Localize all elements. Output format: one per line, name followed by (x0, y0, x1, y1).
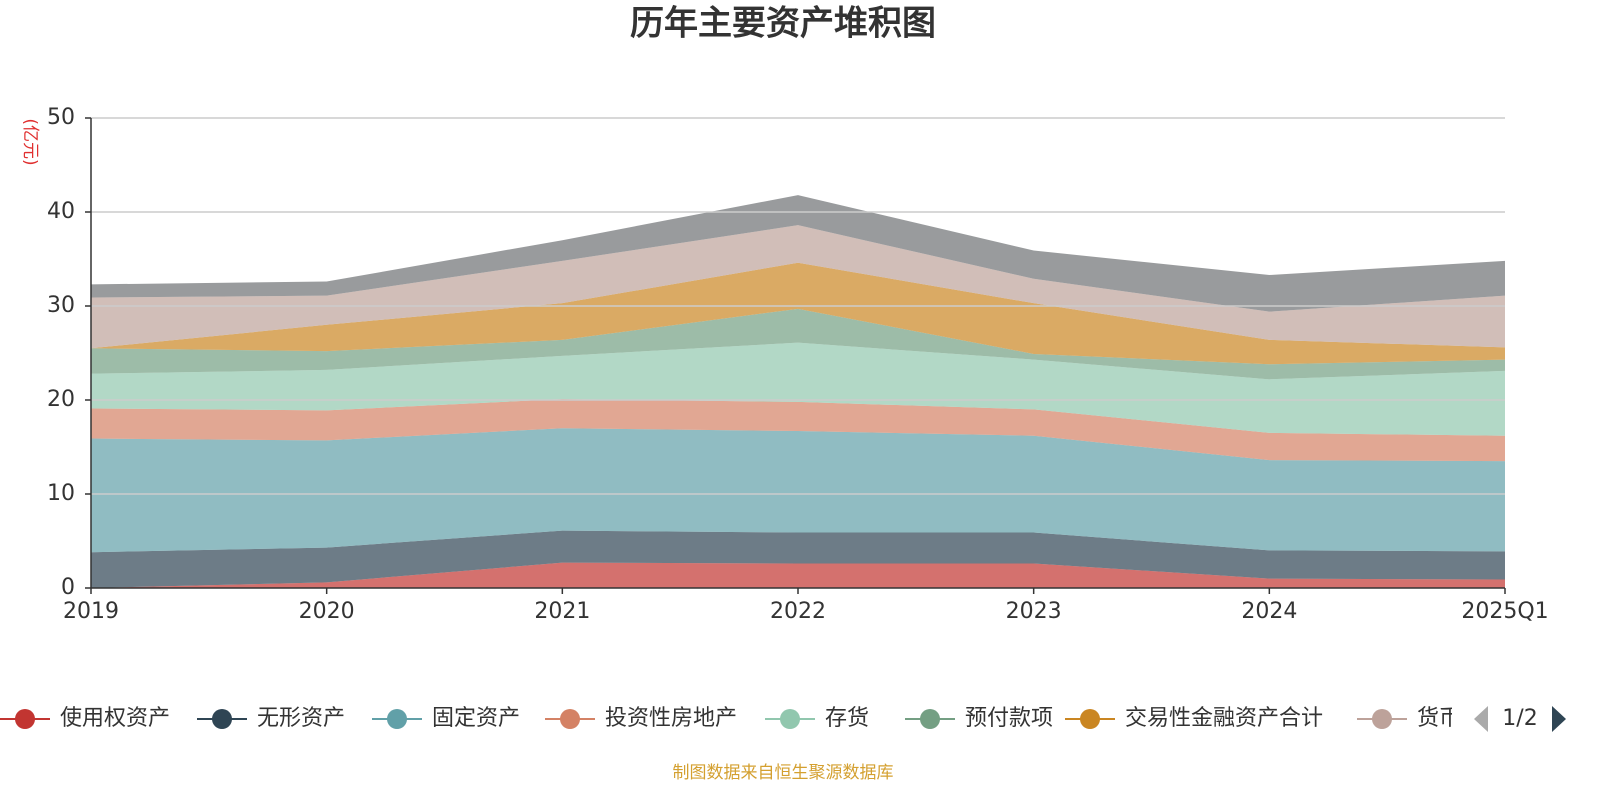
legend-marker (560, 709, 580, 729)
area (91, 399, 1505, 462)
y-tick-label: 10 (47, 481, 75, 506)
source-note: 制图数据来自恒生聚源数据库 (673, 763, 894, 783)
legend-marker (1080, 709, 1100, 729)
legend-marker (920, 709, 940, 729)
x-tick-label: 2022 (770, 599, 826, 624)
x-tick-label: 2020 (299, 599, 355, 624)
y-tick-label: 0 (61, 575, 75, 600)
area (91, 262, 1505, 365)
area (91, 342, 1505, 436)
y-tick-label: 30 (47, 293, 75, 318)
area (91, 195, 1505, 312)
legend-label: 交易性金融资产合计 (1125, 706, 1323, 731)
y-tick-label: 40 (47, 199, 75, 224)
x-tick-label: 2019 (63, 599, 119, 624)
y-axis-unit: (亿元) (20, 118, 40, 165)
x-tick-label: 2023 (1006, 599, 1062, 624)
plot-area (91, 195, 1505, 588)
legend-label: 投资性房地产 (605, 706, 737, 731)
legend-label: 货币 (1417, 706, 1461, 731)
area (91, 308, 1505, 380)
x-tick-label: 2024 (1241, 599, 1297, 624)
chart-title: 历年主要资产堆积图 (630, 4, 936, 44)
legend-label: 固定资产 (432, 706, 520, 731)
legend-label: 使用权资产 (60, 706, 170, 731)
legend-label: 预付款项 (965, 706, 1053, 731)
y-tick-label: 20 (47, 387, 75, 412)
legend-marker (212, 709, 232, 729)
area (91, 562, 1505, 588)
legend-prev[interactable] (1474, 706, 1488, 732)
legend-marker (387, 709, 407, 729)
x-tick-label: 2025Q1 (1461, 599, 1548, 624)
legend-next[interactable] (1552, 706, 1566, 732)
legend-marker (15, 709, 35, 729)
y-tick-label: 50 (47, 105, 75, 130)
area (91, 225, 1505, 349)
legend-marker (1372, 709, 1392, 729)
legend-label: 无形资产 (257, 706, 345, 731)
legend-marker (780, 709, 800, 729)
legend: 使用权资产 无形资产 固定资产 投资性房地产 存货 预付款项 交易性金融资产合计 货币 (0, 706, 1461, 731)
legend-page: 1/2 (1502, 706, 1537, 731)
area (91, 530, 1505, 588)
area (91, 428, 1505, 553)
x-tick-label: 2021 (534, 599, 590, 624)
legend-label: 存货 (825, 706, 869, 731)
